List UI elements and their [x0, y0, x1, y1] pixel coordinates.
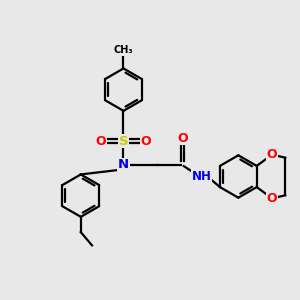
Text: O: O	[267, 192, 277, 205]
Text: N: N	[118, 158, 129, 171]
Text: NH: NH	[192, 170, 212, 183]
Text: O: O	[267, 148, 277, 161]
Text: CH₃: CH₃	[114, 45, 133, 55]
Text: O: O	[177, 132, 188, 145]
Text: O: O	[141, 135, 152, 148]
Text: S: S	[119, 135, 128, 148]
Text: O: O	[95, 135, 106, 148]
